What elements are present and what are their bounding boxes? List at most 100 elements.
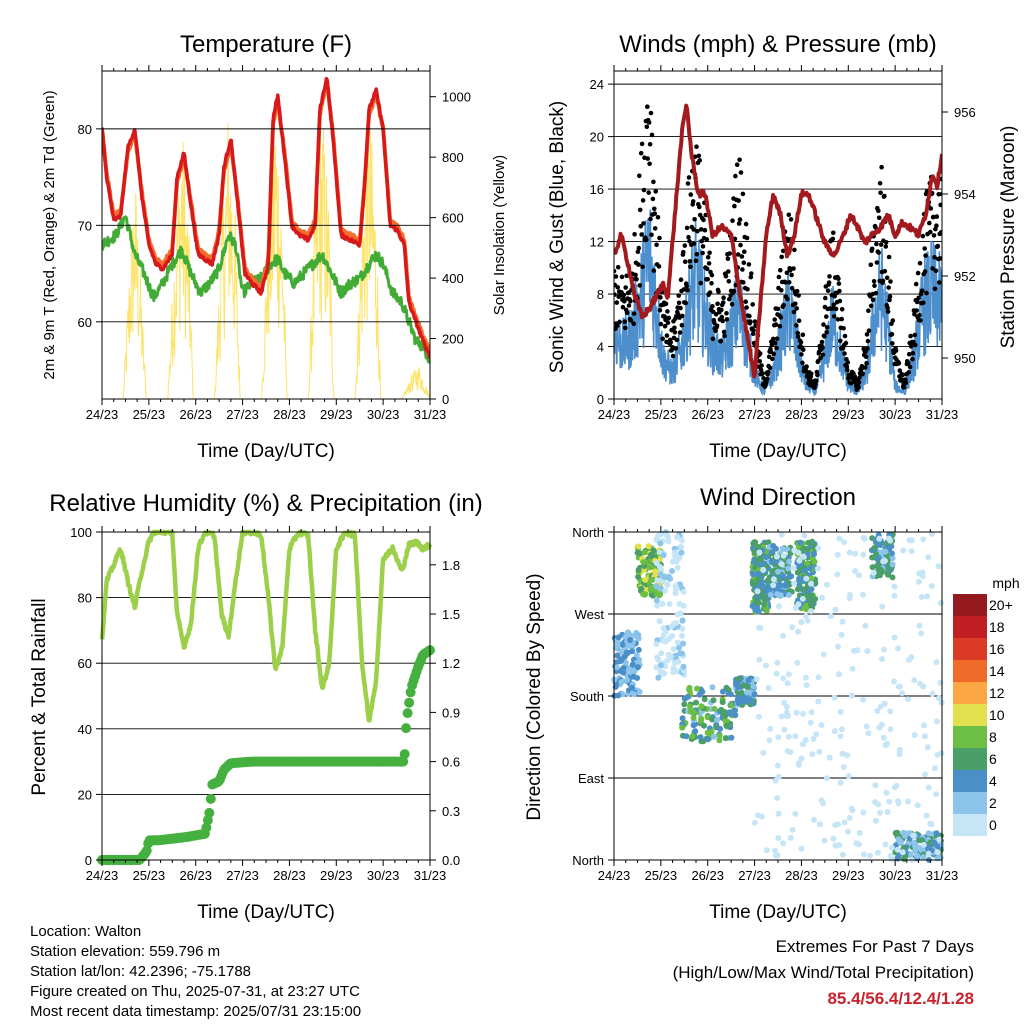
wind-direction-xlabel: Time (Day/UTC) bbox=[709, 902, 847, 923]
direction-point bbox=[663, 531, 670, 538]
gust-point bbox=[798, 339, 804, 345]
gust-point bbox=[688, 192, 694, 197]
direction-point bbox=[846, 814, 853, 821]
gust-point bbox=[741, 280, 746, 285]
direction-point bbox=[871, 544, 878, 551]
gust-point bbox=[813, 382, 818, 387]
direction-point bbox=[719, 699, 726, 706]
direction-point bbox=[848, 692, 855, 699]
gust-point bbox=[722, 333, 727, 339]
gust-point bbox=[771, 351, 777, 357]
gust-point bbox=[680, 313, 685, 319]
humidity-y2tick-label: 1.8 bbox=[442, 558, 460, 573]
direction-point bbox=[672, 582, 679, 589]
direction-point bbox=[835, 821, 841, 828]
gust-point bbox=[750, 302, 755, 307]
direction-point bbox=[650, 547, 657, 554]
humidity-y2tick-label: 0.0 bbox=[442, 853, 460, 868]
gust-point bbox=[676, 293, 681, 298]
winds-panel: Winds (mph) & Pressure (mb) Sonic Wind &… bbox=[547, 31, 1019, 462]
direction-point bbox=[879, 603, 886, 610]
direction-point bbox=[657, 571, 664, 578]
gust-point bbox=[732, 203, 737, 209]
direction-point bbox=[775, 835, 782, 841]
direction-point bbox=[891, 678, 897, 685]
gust-point bbox=[789, 285, 795, 291]
gust-point bbox=[885, 309, 891, 314]
direction-point bbox=[816, 821, 823, 828]
direction-point bbox=[841, 819, 848, 826]
gust-point bbox=[824, 325, 830, 330]
gust-point bbox=[715, 301, 720, 307]
gust-point bbox=[889, 332, 895, 337]
temperature-xtick-label: 29/23 bbox=[320, 407, 353, 422]
direction-point bbox=[647, 564, 654, 571]
gust-point bbox=[721, 295, 726, 301]
gust-point bbox=[910, 357, 915, 362]
station-pressure-line bbox=[614, 103, 942, 379]
direction-point bbox=[882, 548, 889, 555]
humidity-y2tick-label: 0.3 bbox=[442, 804, 460, 819]
direction-point bbox=[787, 834, 794, 841]
direction-point bbox=[789, 624, 796, 631]
gust-point bbox=[912, 311, 917, 317]
gust-point bbox=[745, 287, 750, 292]
winds-y2tick-label: 956 bbox=[954, 105, 976, 120]
temperature-y2tick-label: 600 bbox=[442, 211, 464, 226]
gust-point bbox=[748, 319, 753, 324]
direction-point bbox=[704, 729, 711, 736]
direction-point bbox=[897, 838, 904, 845]
gust-point bbox=[733, 173, 738, 179]
direction-point bbox=[910, 832, 917, 839]
direction-point bbox=[666, 601, 673, 607]
gust-point bbox=[794, 323, 799, 328]
gust-point bbox=[628, 298, 633, 304]
gust-point bbox=[746, 262, 752, 267]
direction-point bbox=[755, 608, 762, 615]
gust-point bbox=[770, 356, 775, 362]
gust-point bbox=[906, 370, 911, 375]
gust-point bbox=[743, 299, 748, 305]
direction-point bbox=[849, 665, 856, 672]
rainfall-point bbox=[204, 807, 215, 818]
gust-point bbox=[649, 132, 655, 138]
gust-point bbox=[682, 243, 688, 248]
gust-point bbox=[638, 224, 643, 229]
gust-point bbox=[836, 281, 842, 286]
direction-point bbox=[665, 538, 672, 545]
direction-point bbox=[775, 773, 782, 780]
gust-point bbox=[837, 288, 842, 294]
direction-point bbox=[889, 561, 896, 568]
direction-point bbox=[774, 659, 781, 666]
gust-point bbox=[883, 244, 889, 249]
wind-direction-xtick-label: 30/23 bbox=[879, 868, 912, 883]
rainfall-point bbox=[399, 749, 410, 760]
direction-point bbox=[640, 559, 647, 566]
gust-point bbox=[738, 170, 744, 175]
direction-point bbox=[770, 576, 777, 583]
direction-point bbox=[839, 750, 846, 757]
gust-point bbox=[937, 256, 942, 261]
direction-point bbox=[701, 696, 708, 703]
gust-point bbox=[914, 308, 919, 313]
gust-point bbox=[885, 305, 890, 311]
dewpoint-2m-line bbox=[102, 215, 430, 364]
gust-point bbox=[706, 261, 712, 266]
gust-point bbox=[729, 302, 735, 307]
wind-direction-title: Wind Direction bbox=[700, 484, 856, 511]
direction-point bbox=[877, 572, 883, 579]
direction-point bbox=[841, 539, 847, 546]
direction-point bbox=[762, 662, 769, 669]
gust-point bbox=[641, 187, 647, 193]
direction-point bbox=[633, 652, 640, 659]
direction-point bbox=[761, 584, 768, 591]
gust-point bbox=[744, 235, 750, 241]
gust-point bbox=[772, 340, 778, 346]
humidity-y2tick-label: 0.9 bbox=[442, 705, 460, 720]
direction-point bbox=[619, 641, 626, 648]
direction-point bbox=[916, 622, 923, 629]
direction-point bbox=[751, 691, 758, 698]
direction-point bbox=[753, 676, 760, 683]
gust-point bbox=[879, 164, 884, 170]
gust-point bbox=[665, 320, 671, 326]
